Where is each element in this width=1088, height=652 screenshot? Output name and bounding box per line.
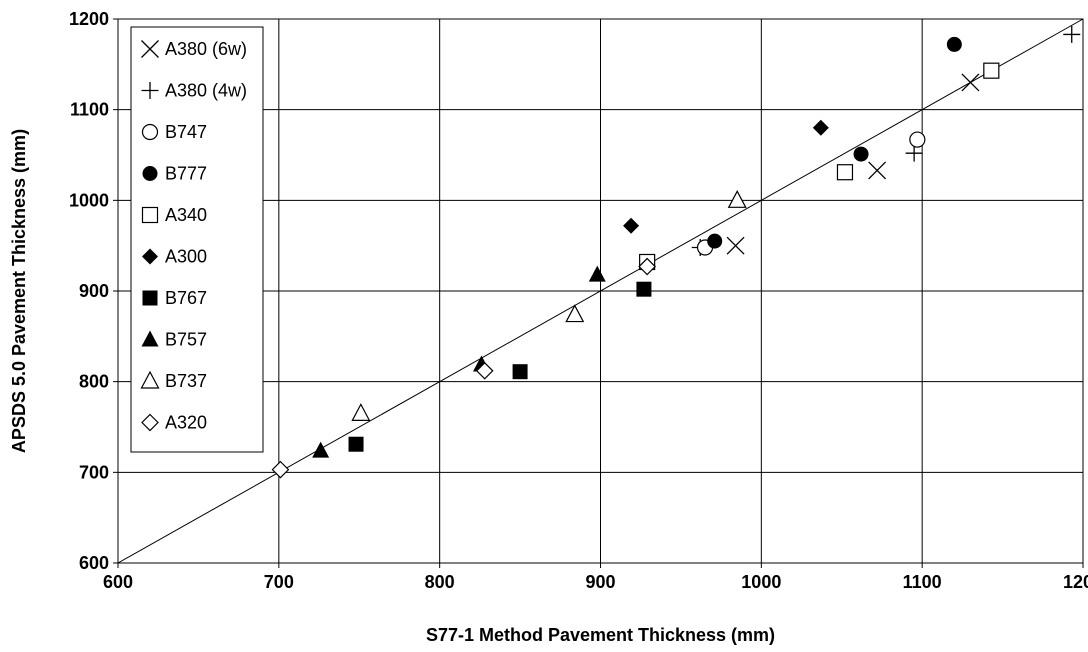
y-tick-label: 800 <box>79 372 109 392</box>
data-point-a300 <box>623 217 640 234</box>
legend-marker-b767 <box>142 290 158 306</box>
legend-item-b767: B767 <box>142 288 207 308</box>
legend-label: A380 (4w) <box>165 81 247 101</box>
legend-item-b777: B777 <box>142 164 207 184</box>
legend-label: A340 <box>165 205 207 225</box>
y-tick-label: 1100 <box>70 100 109 120</box>
legend-marker-a380-4w <box>141 82 159 99</box>
legend-item-a340: A340 <box>141 205 207 225</box>
data-point-b767 <box>636 281 652 297</box>
data-point-a300 <box>812 119 829 136</box>
data-point-a380-4w <box>1063 25 1081 43</box>
legend-marker-a300 <box>142 248 158 265</box>
data-point-b737 <box>565 304 585 323</box>
legend-marker-b757 <box>141 330 159 347</box>
legend-item-a380-6w: A380 (6w) <box>141 39 247 59</box>
data-point-b777 <box>853 146 869 162</box>
legend-item-b747: B747 <box>141 122 207 142</box>
data-point-a320 <box>271 460 290 479</box>
data-point-b757 <box>588 265 606 282</box>
y-tick-label: 1200 <box>69 9 109 29</box>
data-point-a340 <box>983 62 1000 79</box>
data-point-b777 <box>707 233 723 249</box>
y-axis-ticks: 600 700 800 900 1000 1100 1200 <box>69 9 118 573</box>
legend-item-b737: B737 <box>140 370 207 391</box>
y-tick-label: 600 <box>79 553 109 573</box>
y-tick-label: 700 <box>79 462 109 482</box>
legend: A380 (6w) A380 (4w) B747 B777 A340 A300 B767 B7… <box>130 26 264 453</box>
data-point-b737 <box>727 190 747 208</box>
legend-marker-a340 <box>141 206 159 224</box>
x-axis-ticks: 600 700 800 900 1000 1100 1200 <box>103 563 1088 592</box>
x-tick-label: 900 <box>585 572 615 592</box>
data-point-a320 <box>475 361 494 380</box>
legend-label: B767 <box>165 288 207 308</box>
data-point-b767 <box>348 436 364 452</box>
data-point-a340 <box>836 164 854 181</box>
data-point-b747 <box>909 131 926 148</box>
legend-item-a300: A300 <box>142 247 207 267</box>
x-tick-label: 1200 <box>1063 572 1088 592</box>
legend-marker-a380-6w <box>141 40 159 58</box>
legend-label: A320 <box>165 413 207 433</box>
legend-marker-b777 <box>142 166 158 181</box>
legend-item-b757: B757 <box>141 330 207 350</box>
data-point-a380-6w <box>868 161 887 180</box>
data-point-a320 <box>638 257 656 276</box>
data-point-b767 <box>512 364 528 380</box>
data-point-b737 <box>351 403 371 421</box>
legend-marker-a320 <box>141 413 159 432</box>
x-tick-label: 600 <box>103 572 133 592</box>
y-tick-label: 1000 <box>69 190 109 210</box>
data-point-a380-4w <box>905 144 923 162</box>
data-point-a380-6w <box>961 73 980 92</box>
data-point-b777 <box>946 36 962 52</box>
legend-label: B757 <box>165 330 207 350</box>
legend-label: B747 <box>165 122 207 142</box>
x-tick-label: 1000 <box>741 572 781 592</box>
legend-label: A300 <box>165 247 207 267</box>
legend-label: B737 <box>165 371 207 391</box>
x-tick-label: 1100 <box>903 572 942 592</box>
data-point-b757 <box>312 441 330 458</box>
legend-marker-b747 <box>141 123 159 141</box>
x-axis-title: S77-1 Method Pavement Thickness (mm) <box>426 625 775 645</box>
legend-label: B777 <box>165 164 207 184</box>
x-tick-label: 700 <box>264 572 294 592</box>
legend-marker-b737 <box>140 370 160 389</box>
data-points <box>271 25 1081 479</box>
y-axis-title: APSDS 5.0 Pavement Thickness (mm) <box>9 129 29 453</box>
y-tick-label: 900 <box>79 281 109 301</box>
data-point-a380-6w <box>726 236 745 255</box>
x-tick-label: 800 <box>425 572 455 592</box>
legend-label: A380 (6w) <box>165 39 247 59</box>
legend-item-a380-4w: A380 (4w) <box>141 81 247 101</box>
legend-item-a320: A320 <box>141 413 207 433</box>
